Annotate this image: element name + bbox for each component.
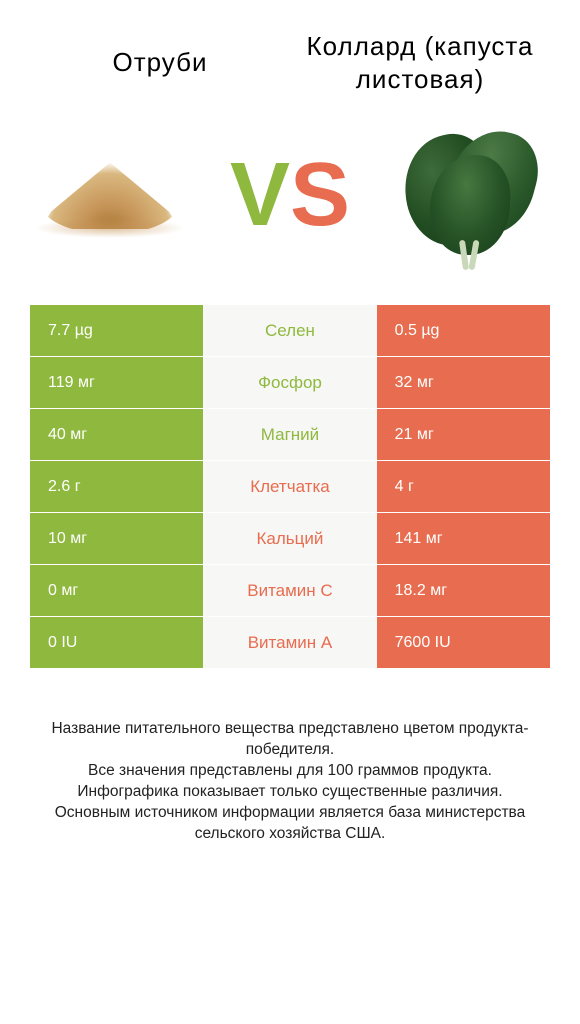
cell-nutrient-name: Кальций bbox=[203, 513, 376, 564]
table-row: 10 мгКальций141 мг bbox=[30, 513, 550, 565]
title-right: Коллард (капуста листовая) bbox=[290, 30, 550, 95]
cell-nutrient-name: Витамин C bbox=[203, 565, 376, 616]
footer-notes: Название питательного вещества представл… bbox=[0, 669, 580, 845]
vs-row: VS bbox=[0, 105, 580, 305]
nutrient-table: 7.7 µgСелен0.5 µg119 мгФосфор32 мг40 мгМ… bbox=[0, 305, 580, 669]
vs-label: VS bbox=[230, 144, 350, 247]
cell-nutrient-name: Витамин A bbox=[203, 617, 376, 668]
image-bran bbox=[30, 115, 190, 275]
table-row: 119 мгФосфор32 мг bbox=[30, 357, 550, 409]
table-row: 0 мгВитамин C18.2 мг bbox=[30, 565, 550, 617]
table-row: 2.6 гКлетчатка4 г bbox=[30, 461, 550, 513]
table-row: 0 IUВитамин A7600 IU bbox=[30, 617, 550, 669]
cell-right-value: 21 мг bbox=[377, 409, 550, 460]
footer-line-3: Инфографика показывает только существенн… bbox=[30, 782, 550, 803]
footer-line-1: Название питательного вещества представл… bbox=[30, 719, 550, 761]
footer-line-4: Основным источником информации является … bbox=[30, 803, 550, 845]
cell-nutrient-name: Фосфор bbox=[203, 357, 376, 408]
cell-left-value: 0 IU bbox=[30, 617, 203, 668]
image-collard bbox=[390, 115, 550, 275]
table-row: 7.7 µgСелен0.5 µg bbox=[30, 305, 550, 357]
cell-right-value: 4 г bbox=[377, 461, 550, 512]
cell-left-value: 10 мг bbox=[30, 513, 203, 564]
cell-right-value: 0.5 µg bbox=[377, 305, 550, 356]
footer-line-2: Все значения представлены для 100 граммо… bbox=[30, 761, 550, 782]
cell-right-value: 141 мг bbox=[377, 513, 550, 564]
cell-nutrient-name: Магний bbox=[203, 409, 376, 460]
vs-s: S bbox=[290, 145, 350, 245]
cell-left-value: 119 мг bbox=[30, 357, 203, 408]
cell-right-value: 18.2 мг bbox=[377, 565, 550, 616]
cell-nutrient-name: Селен bbox=[203, 305, 376, 356]
cell-left-value: 0 мг bbox=[30, 565, 203, 616]
title-left: Отруби bbox=[30, 47, 290, 78]
table-row: 40 мгМагний21 мг bbox=[30, 409, 550, 461]
header: Отруби Коллард (капуста листовая) bbox=[0, 0, 580, 105]
cell-right-value: 32 мг bbox=[377, 357, 550, 408]
cell-left-value: 40 мг bbox=[30, 409, 203, 460]
cell-right-value: 7600 IU bbox=[377, 617, 550, 668]
vs-v: V bbox=[230, 145, 290, 245]
cell-left-value: 7.7 µg bbox=[30, 305, 203, 356]
cell-left-value: 2.6 г bbox=[30, 461, 203, 512]
cell-nutrient-name: Клетчатка bbox=[203, 461, 376, 512]
